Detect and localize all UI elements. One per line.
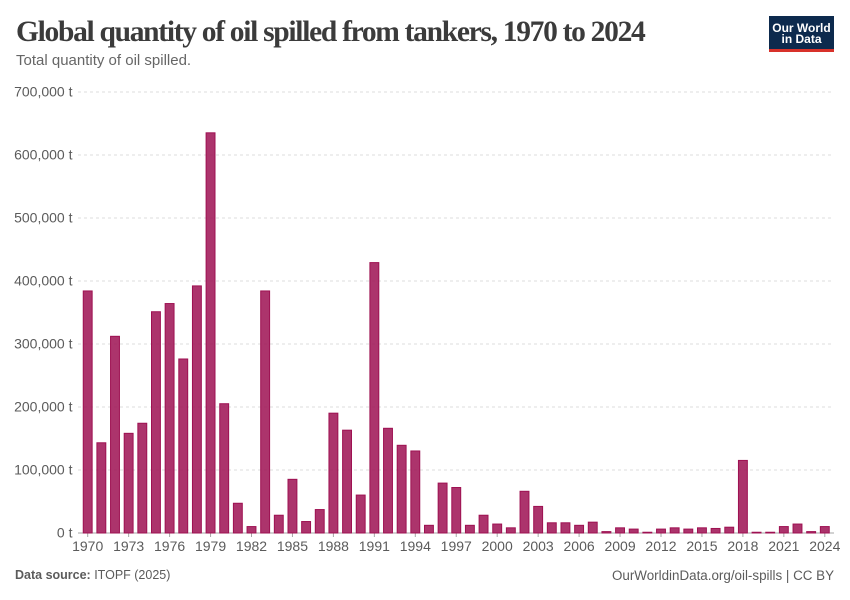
svg-text:300,000 t: 300,000 t (14, 336, 72, 352)
svg-text:2015: 2015 (686, 538, 717, 554)
svg-text:2018: 2018 (727, 538, 758, 554)
svg-text:1985: 1985 (277, 538, 308, 554)
svg-text:2012: 2012 (645, 538, 676, 554)
svg-text:0 t: 0 t (57, 525, 73, 541)
svg-text:1988: 1988 (318, 538, 349, 554)
svg-text:1994: 1994 (400, 538, 431, 554)
svg-text:400,000 t: 400,000 t (14, 273, 72, 289)
svg-text:1997: 1997 (441, 538, 472, 554)
svg-text:2021: 2021 (768, 538, 799, 554)
svg-text:600,000 t: 600,000 t (14, 147, 72, 163)
svg-text:1973: 1973 (113, 538, 144, 554)
svg-text:700,000 t: 700,000 t (14, 84, 72, 100)
svg-text:1991: 1991 (359, 538, 390, 554)
svg-text:2003: 2003 (523, 538, 554, 554)
svg-text:500,000 t: 500,000 t (14, 210, 72, 226)
svg-text:2024: 2024 (809, 538, 840, 554)
svg-text:1979: 1979 (195, 538, 226, 554)
svg-text:1982: 1982 (236, 538, 267, 554)
svg-text:1970: 1970 (72, 538, 103, 554)
svg-text:2006: 2006 (564, 538, 595, 554)
svg-text:2009: 2009 (604, 538, 635, 554)
svg-text:100,000 t: 100,000 t (14, 462, 72, 478)
svg-text:1976: 1976 (154, 538, 185, 554)
svg-text:200,000 t: 200,000 t (14, 399, 72, 415)
svg-text:2000: 2000 (482, 538, 513, 554)
